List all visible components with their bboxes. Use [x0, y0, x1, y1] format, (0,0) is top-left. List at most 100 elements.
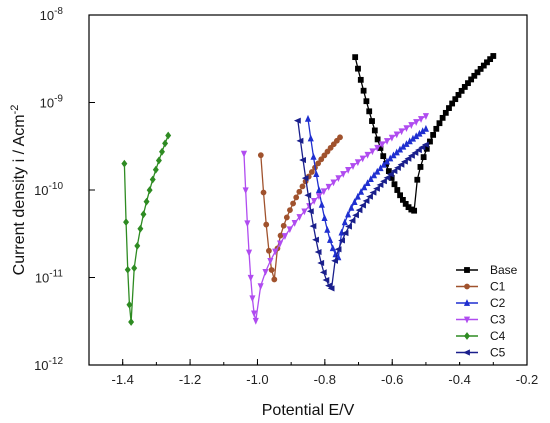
- data-point: [348, 217, 356, 224]
- data-point: [340, 171, 347, 178]
- data-point: [320, 188, 327, 196]
- data-point: [355, 207, 363, 214]
- series-c2: [304, 114, 429, 261]
- data-point: [366, 108, 373, 115]
- data-point: [308, 169, 315, 175]
- y-tick-label: 10-9: [40, 94, 64, 111]
- x-tick-label: -1.2: [179, 372, 201, 387]
- data-point: [487, 56, 494, 63]
- data-point: [143, 197, 150, 206]
- data-point: [379, 141, 386, 149]
- data-point: [281, 233, 289, 240]
- data-point: [338, 228, 345, 236]
- data-point: [344, 210, 352, 218]
- data-point: [418, 144, 426, 151]
- data-point: [404, 155, 412, 162]
- data-point: [338, 237, 345, 244]
- data-point: [124, 265, 131, 274]
- data-point: [390, 167, 398, 175]
- data-point: [374, 144, 381, 152]
- data-point: [357, 187, 365, 195]
- data-point: [272, 248, 279, 256]
- data-point: [140, 210, 147, 219]
- data-point: [458, 87, 465, 94]
- data-point: [262, 268, 269, 276]
- data-point: [377, 164, 384, 172]
- data-point: [296, 188, 303, 195]
- data-point: [341, 218, 348, 226]
- legend-item-c3: C3: [456, 313, 506, 327]
- data-point: [369, 189, 377, 196]
- data-point: [121, 159, 128, 168]
- data-point: [290, 200, 296, 207]
- data-point: [388, 134, 395, 142]
- data-point: [280, 222, 287, 229]
- data-point: [484, 59, 490, 66]
- data-point: [309, 223, 317, 230]
- legend-label: C2: [490, 296, 506, 310]
- y-tick-label: 10-12: [34, 356, 63, 373]
- data-point: [128, 318, 135, 326]
- data-point: [287, 207, 293, 213]
- x-axis-title: Potential E/V: [262, 402, 355, 419]
- data-point: [312, 236, 319, 243]
- data-point: [391, 181, 398, 188]
- data-point: [165, 131, 172, 140]
- data-point: [452, 96, 459, 103]
- legend-entries: Base C1 C2 C3 C4 C5: [456, 263, 518, 360]
- data-point: [352, 212, 359, 219]
- data-point: [446, 105, 452, 111]
- data-point: [369, 118, 375, 124]
- data-point: [242, 187, 249, 195]
- legend-item-c2: C2: [456, 296, 506, 310]
- legend-label: C1: [490, 280, 506, 294]
- data-point: [421, 141, 429, 148]
- data-point: [296, 214, 303, 221]
- data-point: [306, 208, 314, 215]
- data-point: [283, 214, 290, 221]
- data-point: [408, 152, 415, 159]
- series-base: [352, 53, 497, 214]
- data-point: [371, 127, 378, 134]
- data-point: [464, 332, 470, 340]
- data-point: [455, 92, 462, 98]
- data-point: [245, 249, 253, 257]
- x-tick-label: -0.4: [448, 372, 470, 387]
- data-point: [376, 181, 384, 188]
- data-point: [123, 218, 130, 226]
- data-point: [331, 257, 338, 264]
- y-tick-base: 10: [40, 8, 54, 23]
- x-tick-label: -1.0: [246, 372, 268, 387]
- y-tick-exponent: -8: [54, 6, 63, 17]
- data-point: [324, 148, 331, 155]
- data-point: [403, 125, 410, 133]
- data-point: [380, 153, 387, 160]
- y-tick-label: 10-11: [35, 269, 64, 286]
- data-point: [359, 202, 366, 209]
- data-point: [436, 120, 443, 127]
- data-point: [374, 167, 381, 175]
- data-point: [363, 98, 370, 105]
- data-point: [357, 76, 364, 83]
- data-point: [439, 114, 446, 121]
- data-point: [463, 299, 471, 306]
- data-point: [369, 148, 376, 156]
- data-point: [413, 119, 420, 126]
- data-point: [318, 156, 325, 163]
- data-point: [249, 295, 256, 303]
- data-point: [257, 283, 264, 291]
- data-point: [327, 285, 335, 292]
- data-point: [326, 236, 334, 243]
- data-point: [364, 179, 371, 187]
- y-tick-exponent: -10: [49, 181, 64, 192]
- data-point: [321, 214, 328, 222]
- series-line: [307, 118, 427, 259]
- data-point: [364, 151, 371, 159]
- data-point: [321, 152, 328, 159]
- data-point: [137, 224, 144, 233]
- data-point: [433, 125, 440, 132]
- data-point: [411, 149, 419, 156]
- data-point: [401, 158, 408, 165]
- data-point: [341, 230, 349, 237]
